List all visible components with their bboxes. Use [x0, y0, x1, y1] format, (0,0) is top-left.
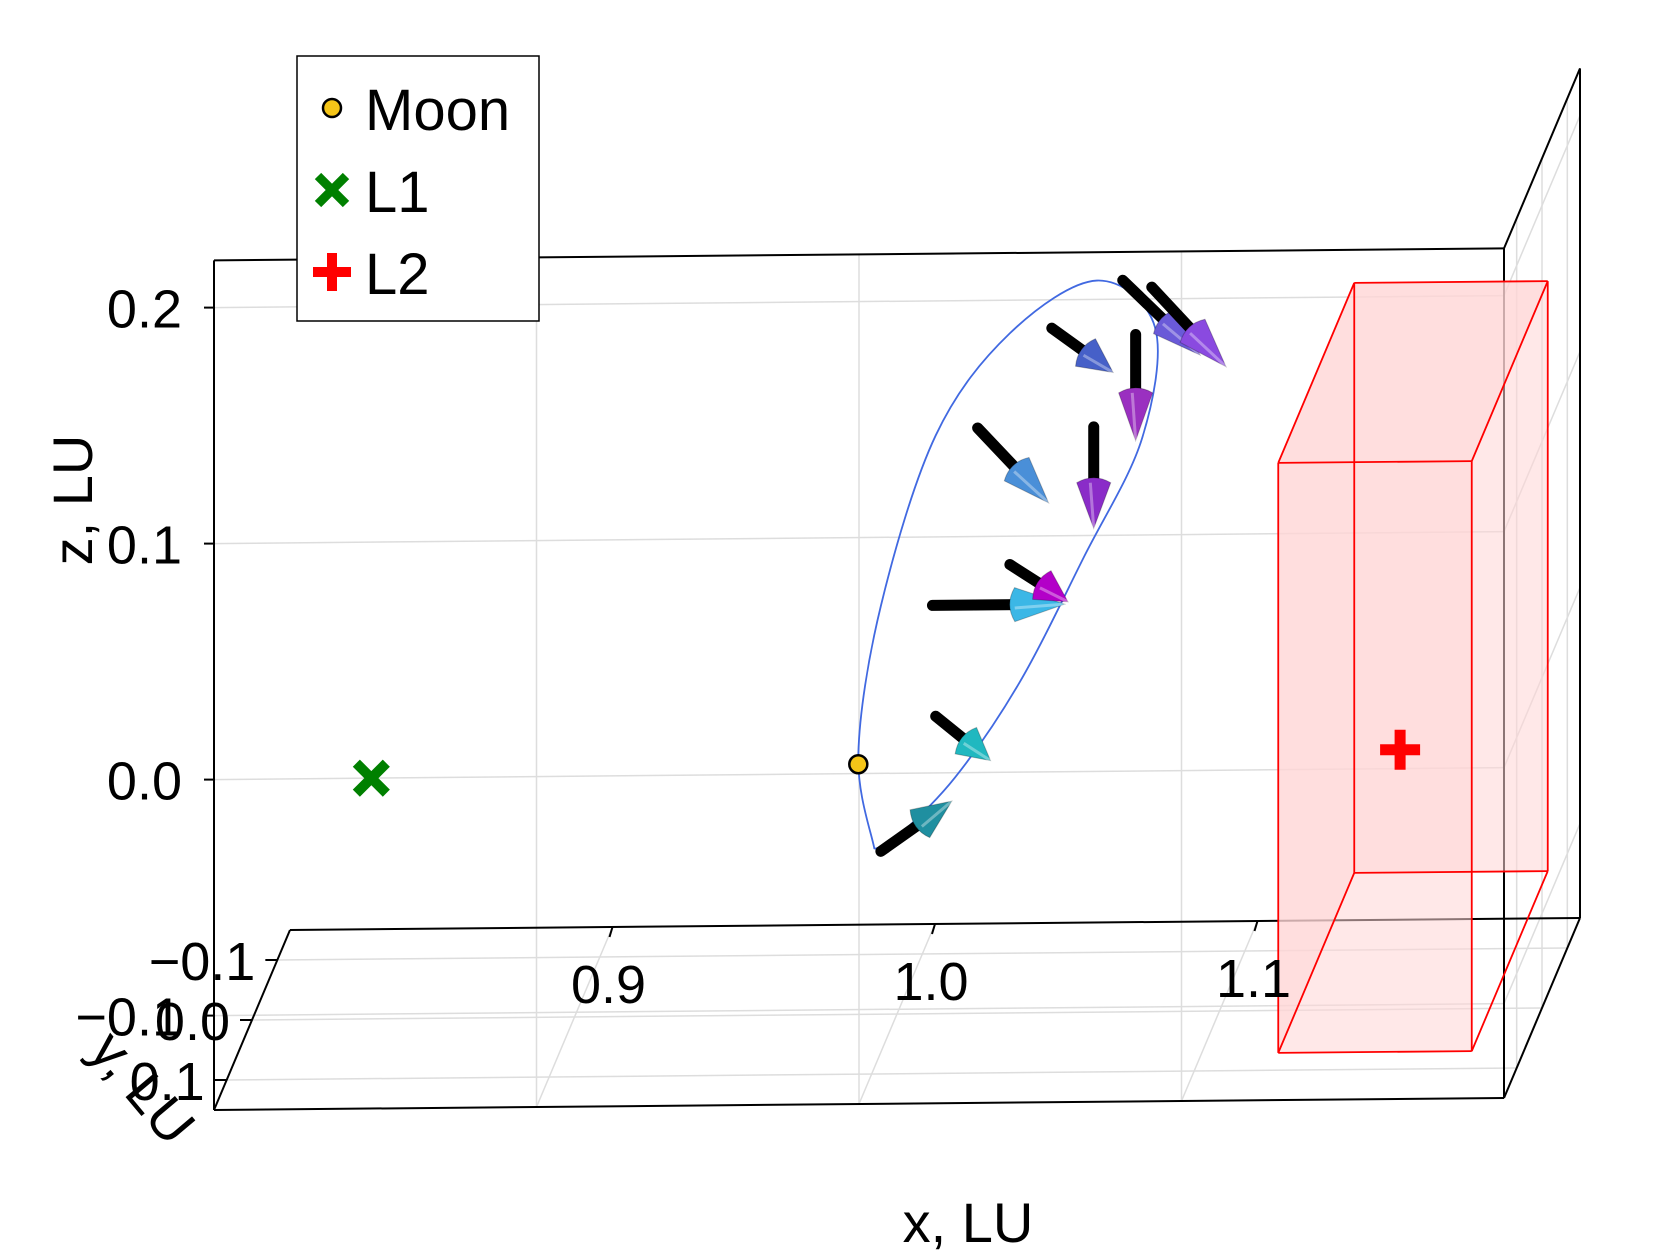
arrow-head: [1179, 318, 1227, 368]
arrow-head-highlight: [1013, 470, 1050, 504]
legend: Moon L1 L2: [296, 55, 540, 322]
arrow-head-highlight: [1082, 353, 1114, 374]
y-tick-label: 0.0: [155, 992, 230, 1052]
legend-item-moon: Moon: [321, 78, 510, 143]
arrow-head-highlight: [920, 799, 953, 828]
arrow-shaft: [926, 599, 1025, 611]
arrow-head: [954, 726, 992, 762]
keep-out-box-left-face: [1278, 282, 1355, 1053]
y-tick-label: 0.1: [130, 1052, 205, 1112]
legend-l1-marker: [314, 172, 350, 208]
arrow-head: [1009, 587, 1067, 623]
arrow-head-highlight: [1130, 392, 1138, 441]
arrow-head: [909, 800, 953, 839]
keep-out-box-edge: [1470, 280, 1549, 462]
tick-labels: −0.10.00.10.20.9 1.0 1.1−0.10.00.1: [75, 280, 1291, 1112]
arrow-head-highlight: [1189, 332, 1227, 368]
arrow-shaft: [972, 422, 1025, 478]
attitude-arrow: [972, 422, 1050, 504]
keep-out-box-edge: [1278, 1050, 1472, 1054]
arrow-head: [1076, 477, 1112, 530]
attitude-arrow: [930, 710, 992, 762]
z-tick-label: 0.2: [107, 280, 182, 340]
arrow-head-highlight: [1039, 586, 1069, 604]
grid-line-y-floor: [226, 1067, 1517, 1081]
keep-out-box-edge: [1277, 872, 1356, 1054]
attitude-arrow: [926, 587, 1067, 623]
legend-moon-label: Moon: [365, 78, 510, 143]
legend-item-l1: L1: [314, 160, 430, 225]
z-tick-label: 0.1: [107, 516, 182, 576]
legend-l2-label: L2: [365, 242, 430, 307]
z-axis-label: z, LU: [41, 435, 104, 566]
attitude-arrow: [1118, 328, 1154, 443]
point-markers: [352, 729, 1421, 797]
legend-l1-label: L1: [365, 160, 430, 225]
arrow-head-highlight: [962, 742, 992, 762]
keep-out-box-edge: [1470, 870, 1549, 1052]
y-tick-label: −0.1: [149, 932, 256, 992]
x-tick-mark: [608, 926, 614, 938]
attitude-arrow: [1146, 281, 1227, 368]
keep-out-box-edge: [1354, 870, 1548, 874]
attitude-arrow: [1046, 322, 1114, 374]
x-tick-mark: [931, 923, 936, 935]
z-tick-label: −0.1: [75, 988, 182, 1048]
x-tick-label: 0.9: [571, 955, 646, 1015]
legend-item-l2: L2: [313, 242, 430, 307]
x-tick-label: 1.1: [1216, 949, 1291, 1009]
attitude-arrow: [875, 799, 953, 857]
z-tick-label: 0.0: [107, 752, 182, 812]
keep-out-box-edge: [1278, 460, 1472, 464]
frame-right-top-edge: [1503, 68, 1581, 249]
attitude-arrow: [1076, 421, 1112, 530]
arrow-head-highlight: [1014, 602, 1065, 610]
frame-back-floor-edge: [213, 1097, 1505, 1111]
arrow-head-highlight: [1088, 482, 1096, 529]
keep-out-box: [1277, 280, 1549, 1054]
keep-out-box-top-face: [1278, 281, 1548, 463]
x-tick-label: 1.0: [893, 952, 968, 1012]
attitude-arrow: [1004, 559, 1069, 604]
keep-out-box-edge: [1354, 280, 1548, 284]
x-tick-mark: [1253, 920, 1259, 932]
legend-l2-marker: [313, 253, 351, 291]
l1-marker: [352, 759, 390, 797]
x-axis-label: x, LU: [903, 1191, 1034, 1250]
arrow-head: [1075, 338, 1114, 374]
arrow-shaft: [1117, 274, 1174, 330]
legend-moon-marker: [321, 97, 343, 119]
keep-out-box-edge: [1277, 282, 1356, 464]
arrow-head: [1118, 387, 1154, 443]
attitude-arrows: [875, 274, 1227, 857]
frame-right-floor-edge: [1503, 917, 1581, 1099]
arrow-shaft: [1146, 281, 1201, 340]
arrow-head: [1003, 456, 1050, 504]
arrow-head: [1032, 570, 1069, 603]
moon-marker: [848, 753, 869, 775]
l2-marker: [1380, 729, 1421, 770]
